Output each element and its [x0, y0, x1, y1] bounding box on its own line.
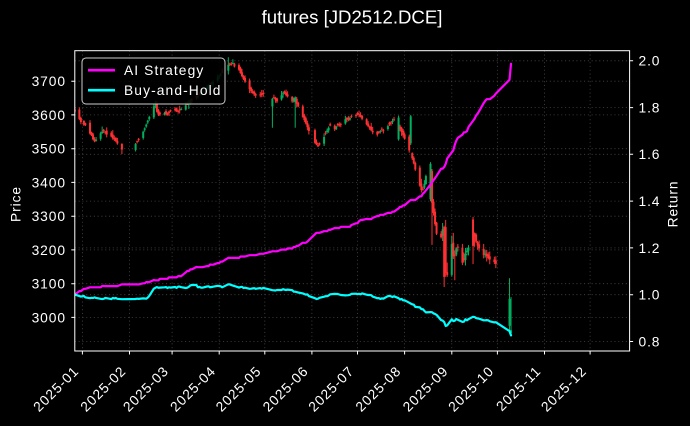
svg-text:3100: 3100	[32, 277, 66, 292]
svg-text:1.6: 1.6	[639, 147, 661, 162]
svg-text:2.0: 2.0	[639, 54, 661, 69]
svg-text:futures [JD2512.DCE]: futures [JD2512.DCE]	[262, 7, 443, 28]
svg-text:3600: 3600	[32, 108, 66, 123]
svg-text:3400: 3400	[32, 175, 66, 190]
svg-text:Return: Return	[666, 181, 681, 228]
svg-text:3700: 3700	[32, 74, 66, 89]
svg-text:0.8: 0.8	[639, 334, 661, 349]
svg-text:Buy-and-Hold: Buy-and-Hold	[124, 83, 222, 98]
svg-text:1.8: 1.8	[639, 101, 661, 116]
svg-text:3300: 3300	[32, 209, 66, 224]
svg-text:3500: 3500	[32, 142, 66, 157]
svg-text:AI Strategy: AI Strategy	[124, 63, 204, 78]
svg-text:1.4: 1.4	[639, 194, 661, 209]
svg-text:1.0: 1.0	[639, 288, 661, 303]
svg-text:3200: 3200	[32, 243, 66, 258]
svg-text:3000: 3000	[32, 310, 66, 325]
svg-text:1.2: 1.2	[639, 241, 661, 256]
svg-text:Price: Price	[9, 186, 24, 222]
